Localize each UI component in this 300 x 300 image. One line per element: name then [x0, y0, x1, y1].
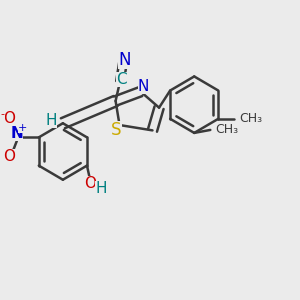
Text: O: O [4, 110, 16, 125]
Text: -: - [1, 109, 5, 119]
Text: H: H [45, 113, 57, 128]
Text: N: N [11, 126, 23, 141]
Text: H: H [95, 181, 107, 196]
Text: C: C [116, 72, 127, 87]
Text: O: O [84, 176, 96, 191]
Text: O: O [4, 149, 16, 164]
Text: CH₃: CH₃ [240, 112, 263, 125]
Text: N: N [118, 51, 130, 69]
Text: S: S [111, 122, 122, 140]
Text: N: N [138, 79, 149, 94]
Text: CH₃: CH₃ [216, 123, 239, 136]
Text: +: + [18, 123, 27, 133]
